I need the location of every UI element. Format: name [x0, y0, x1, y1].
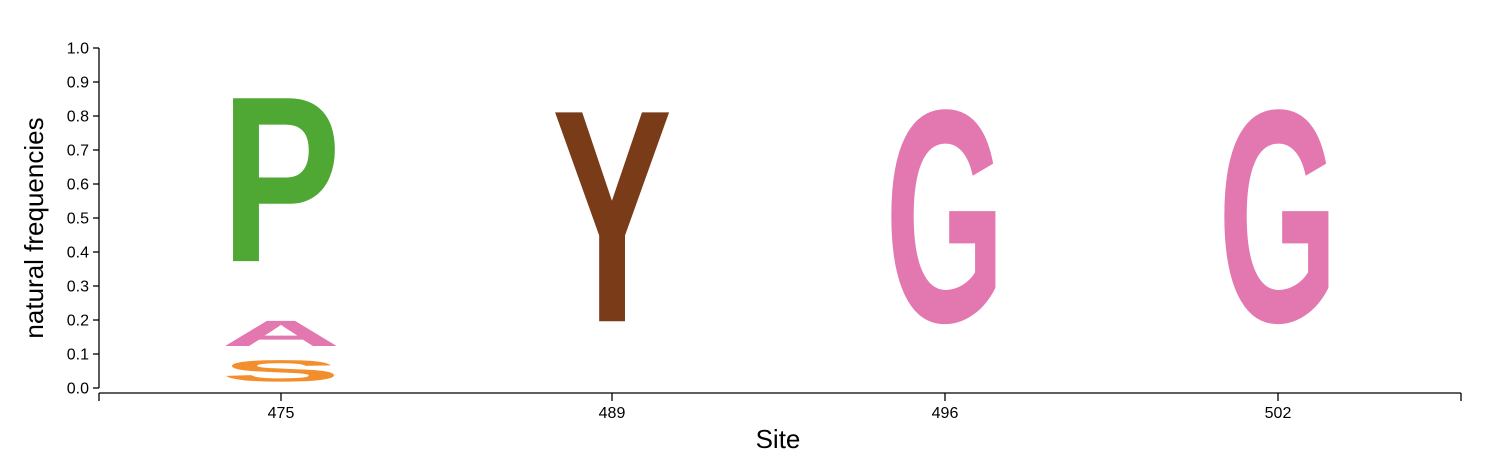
logo-letter-a: A	[221, 313, 341, 354]
logo-letter-s: S	[221, 354, 341, 388]
y-tick-label: 1.0	[67, 41, 89, 58]
y-tick-label: 0.7	[67, 143, 89, 160]
x-axis-title: Site	[756, 424, 801, 454]
logo-letter-g: G	[1218, 48, 1338, 387]
y-tick-label: 0.8	[67, 109, 89, 126]
x-tick-label: 489	[599, 405, 626, 422]
y-tick-label: 0.5	[67, 211, 89, 228]
y-tick-label: 0.3	[67, 279, 89, 296]
x-tick-label: 502	[1265, 405, 1292, 422]
y-tick-label: 0.2	[67, 313, 89, 330]
y-tick-label: 0.6	[67, 177, 89, 194]
y-tick-label: 0.0	[67, 381, 89, 398]
logo-letter-g: G	[885, 48, 1005, 387]
y-axis: 0.0 0.1 0.2 0.3 0.4 0.5 0.6 0.7 0.8 0.9 1.0	[67, 41, 100, 398]
logo-letter-p: P	[221, 47, 341, 312]
y-tick-label: 0.4	[67, 245, 89, 262]
y-tick-label: 0.9	[67, 75, 89, 92]
y-axis-title: natural frequencies	[19, 117, 49, 338]
logo-letters: SAP Y G G	[221, 46, 1338, 388]
x-axis: 475 489 496 502	[98, 392, 1462, 422]
logo-letter-y: Y	[552, 46, 672, 385]
y-tick-label: 0.1	[67, 347, 89, 364]
x-tick-label: 475	[268, 405, 295, 422]
x-tick-label: 496	[932, 405, 959, 422]
